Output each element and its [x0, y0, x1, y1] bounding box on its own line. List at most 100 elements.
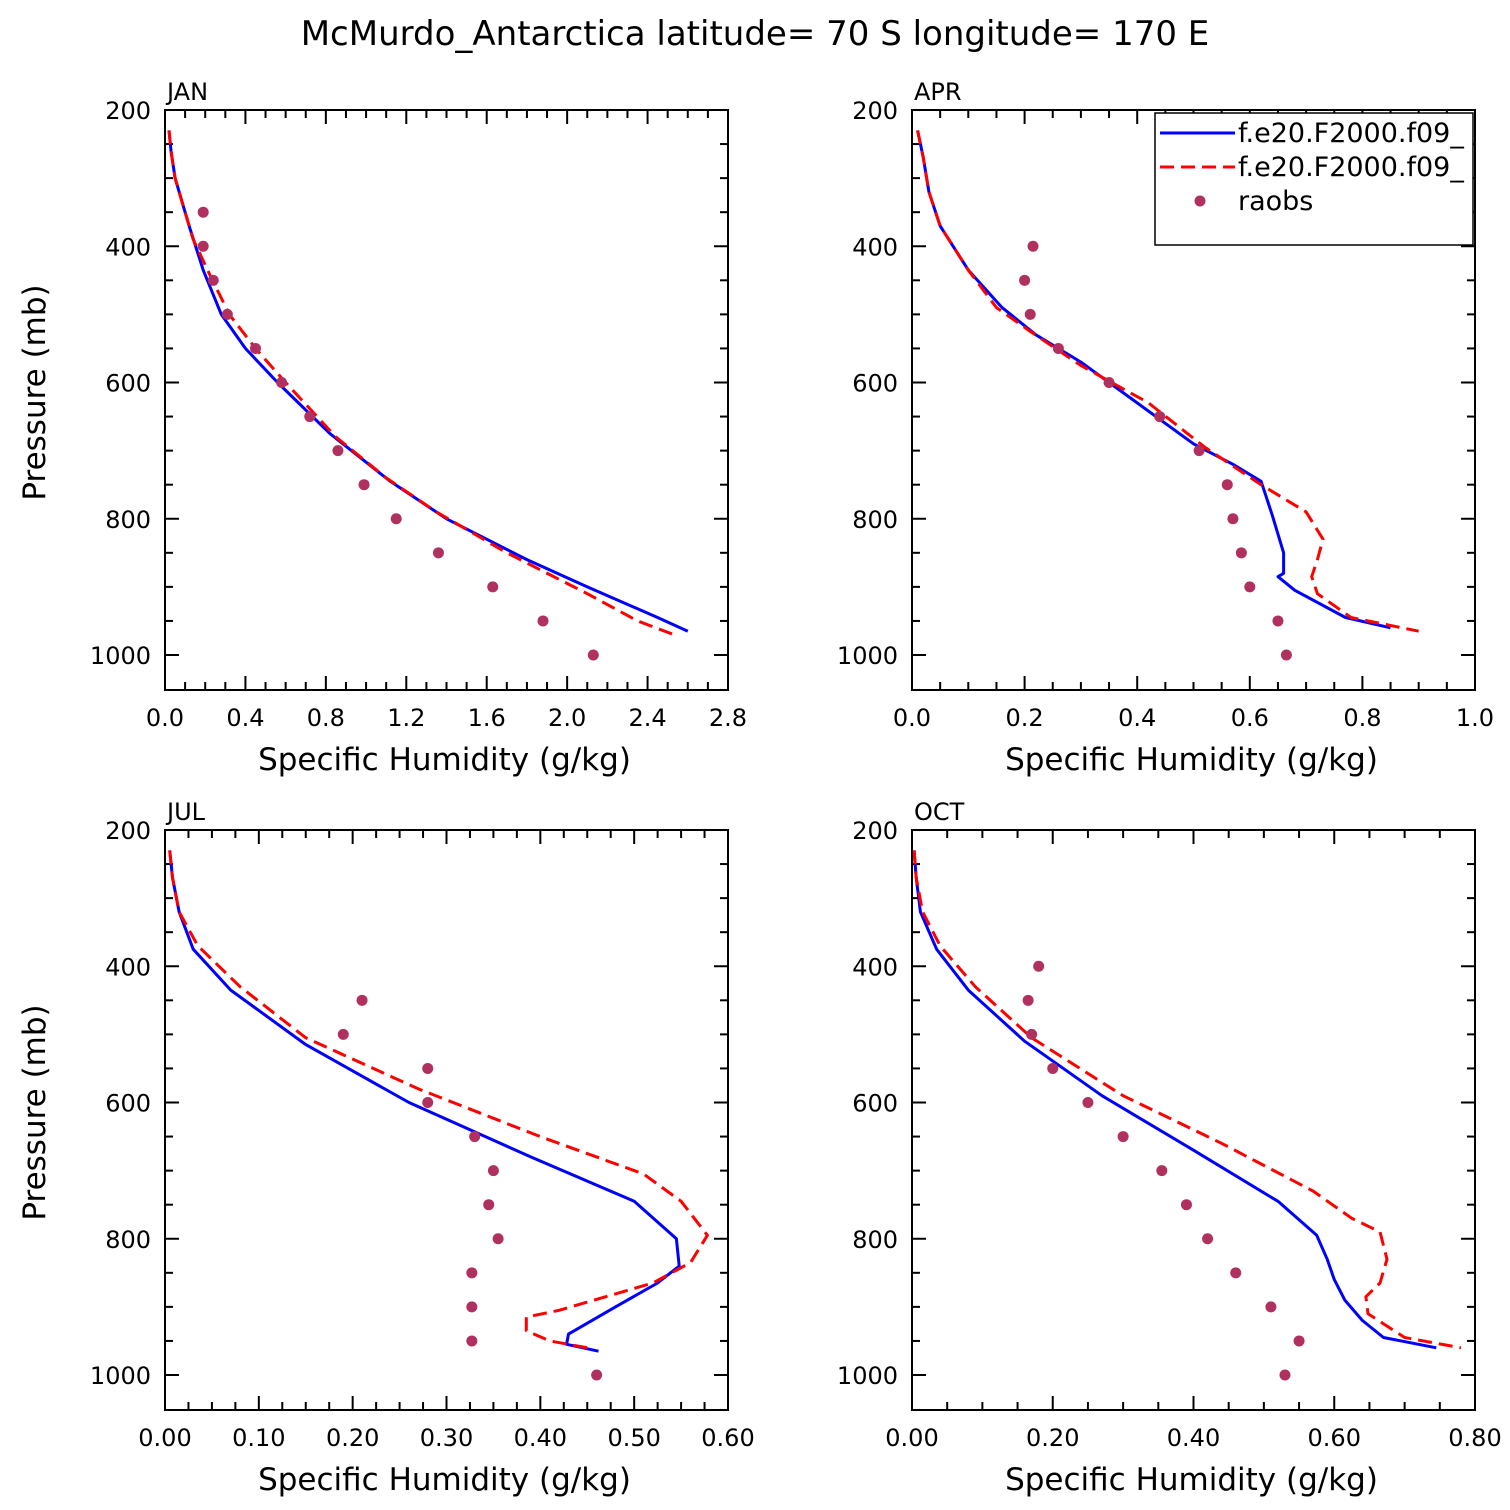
- x-axis-label: Specific Humidity (g/kg): [1005, 742, 1378, 778]
- y-tick-label: 800: [852, 1226, 898, 1254]
- raobs-point: [1022, 994, 1034, 1006]
- y-tick-label: 200: [105, 817, 151, 845]
- y-tick-label: 1000: [90, 642, 151, 670]
- y-axis-label: Pressure (mb): [17, 284, 53, 500]
- x-tick-label: 0.00: [138, 1424, 191, 1452]
- raobs-point: [466, 1335, 478, 1347]
- legend-label: raobs: [1238, 186, 1313, 217]
- raobs-point: [487, 1165, 499, 1177]
- x-tick-label: 0.10: [232, 1424, 285, 1452]
- raobs-point: [1227, 513, 1239, 525]
- panel-label: JUL: [165, 798, 206, 826]
- raobs-point: [1265, 1301, 1277, 1313]
- x-tick-label: 0.8: [307, 704, 345, 732]
- raobs-point: [1052, 342, 1064, 354]
- panel-jul: JUL 0.00 0.10 0.20 0.30 0.40 0.50 0.60 200 400 600…: [17, 798, 755, 1498]
- y-tick-label: 200: [852, 817, 898, 845]
- x-tick-label: 0.6: [1231, 704, 1269, 732]
- y-tick-label: 600: [852, 370, 898, 398]
- raobs-point: [249, 342, 261, 354]
- y-tick-label: 800: [105, 506, 151, 534]
- x-tick-label: 0.40: [1167, 1424, 1220, 1452]
- series-dashed-line: [168, 850, 709, 1350]
- x-tick-label: 0.0: [893, 704, 931, 732]
- raobs-point: [432, 547, 444, 559]
- raobs-point: [276, 377, 288, 388]
- series-dashed-line: [167, 130, 675, 637]
- raobs-point: [1221, 479, 1233, 491]
- raobs-point: [487, 581, 499, 593]
- panel-label: JAN: [165, 78, 208, 106]
- x-tick-label: 0.20: [326, 1424, 379, 1452]
- raobs-point: [1244, 581, 1256, 593]
- x-tick-label: 0.30: [420, 1424, 473, 1452]
- panel-label: OCT: [914, 798, 965, 826]
- legend-marker-raobs: [1194, 195, 1206, 207]
- x-tick-label: 0.00: [885, 1424, 938, 1452]
- raobs-point: [1082, 1097, 1094, 1108]
- series-solid-line: [912, 850, 1437, 1350]
- legend: f.e20.F2000.f09_f.e20.F2000.f09_raobs: [1154, 112, 1474, 246]
- x-tick-label: 1.6: [468, 704, 506, 732]
- y-tick-label: 800: [105, 1226, 151, 1254]
- raobs-point: [422, 1062, 434, 1074]
- y-tick-label: 600: [852, 1090, 898, 1118]
- raobs-point: [337, 1028, 349, 1040]
- x-tick-label: 0.8: [1343, 704, 1381, 732]
- x-tick-label: 1.0: [1456, 704, 1494, 732]
- x-tick-label: 0.50: [607, 1424, 660, 1452]
- raobs-point: [1193, 445, 1205, 457]
- x-tick-label: 0.60: [701, 1424, 754, 1452]
- y-tick-label: 400: [852, 233, 898, 261]
- raobs-point: [1279, 1369, 1291, 1381]
- raobs-point: [1180, 1199, 1192, 1211]
- raobs-point: [1103, 377, 1115, 388]
- plot-frame: [911, 829, 1476, 1411]
- y-tick-label: 1000: [837, 642, 898, 670]
- figure-title: McMurdo_Antarctica latitude= 70 S longit…: [301, 14, 1210, 54]
- raobs-point: [1117, 1131, 1129, 1143]
- x-tick-label: 0.20: [1026, 1424, 1079, 1452]
- raobs-point: [1280, 649, 1292, 661]
- panel-oct: OCT 0.00 0.20 0.40 0.60 0.80 200 400 600 800 1000 S…: [837, 798, 1502, 1498]
- plot-frame: [164, 109, 729, 691]
- x-tick-label: 0.0: [146, 704, 184, 732]
- raobs-point: [221, 308, 233, 320]
- legend-box: [1154, 112, 1474, 246]
- raobs-point: [304, 411, 316, 423]
- panel-label: APR: [914, 78, 962, 106]
- x-tick-label: 0.4: [226, 704, 264, 732]
- raobs-point: [483, 1199, 495, 1211]
- y-tick-label: 400: [105, 953, 151, 981]
- raobs-point: [466, 1301, 478, 1313]
- raobs-point: [197, 240, 209, 252]
- raobs-point: [1293, 1335, 1305, 1347]
- raobs-point: [466, 1267, 478, 1279]
- x-tick-label: 2.8: [709, 704, 747, 732]
- y-tick-label: 800: [852, 506, 898, 534]
- raobs-point: [591, 1369, 603, 1381]
- y-tick-label: 1000: [837, 1362, 898, 1390]
- raobs-point: [1202, 1233, 1214, 1245]
- x-tick-label: 2.0: [548, 704, 586, 732]
- series-solid-line: [167, 130, 689, 633]
- series-dashed-line: [916, 130, 1419, 633]
- raobs-point: [197, 206, 209, 218]
- y-tick-label: 600: [105, 1090, 151, 1118]
- panel-jan: JAN 0.0 0.4 0.8 1.2 1.6 2.0 2.4 2.8 200 400 600 800 1…: [17, 78, 747, 778]
- raobs-point: [1033, 960, 1045, 972]
- raobs-point: [1154, 411, 1166, 423]
- raobs-point: [537, 615, 549, 627]
- series-solid-line: [168, 850, 681, 1353]
- raobs-point: [492, 1233, 504, 1245]
- raobs-point: [1027, 240, 1039, 252]
- legend-label: f.e20.F2000.f09_: [1238, 152, 1464, 183]
- y-tick-label: 200: [105, 97, 151, 125]
- y-tick-label: 400: [852, 953, 898, 981]
- raobs-point: [587, 649, 599, 661]
- raobs-point: [1026, 1028, 1038, 1040]
- raobs-point: [1019, 274, 1031, 286]
- x-axis-label: Specific Humidity (g/kg): [258, 742, 631, 778]
- raobs-point: [356, 994, 368, 1006]
